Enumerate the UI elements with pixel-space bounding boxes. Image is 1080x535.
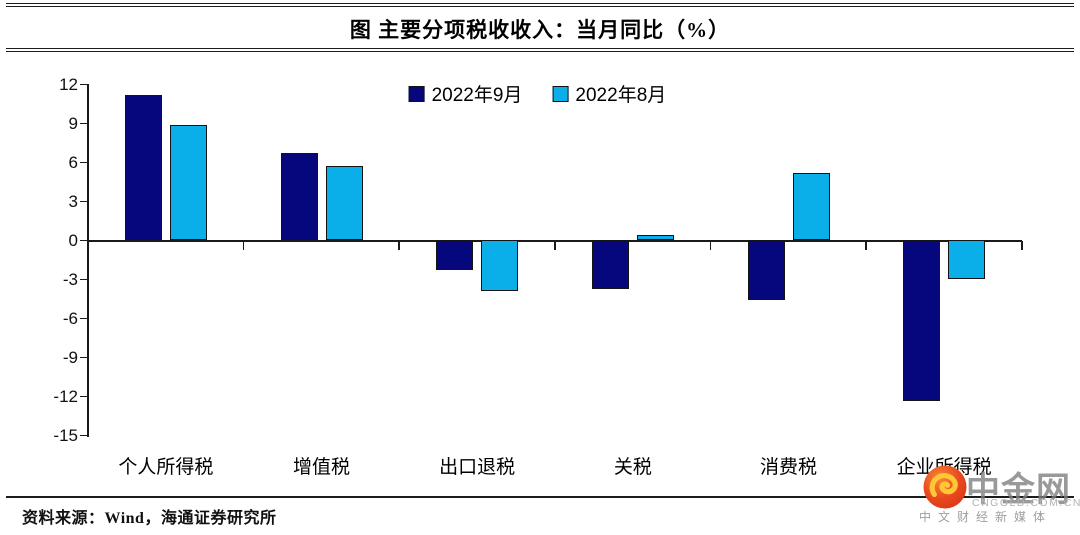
- bar-2022年9月-个人所得税: [124, 94, 162, 241]
- legend-label-august: 2022年8月: [575, 85, 667, 106]
- y-axis-tick: [80, 356, 87, 359]
- x-axis-category-label: 出口退税: [439, 457, 516, 478]
- chart-legend: 2022年9月 2022年8月: [408, 80, 666, 107]
- chart-title: 图 主要分项税收收入：当月同比（%）: [349, 18, 731, 42]
- bar-2022年8月-企业所得税: [948, 240, 986, 279]
- watermark-tagline: 中 文 财 经 新 媒 体: [919, 510, 1048, 524]
- y-axis-tick-label: -15: [53, 426, 78, 445]
- y-axis-tick: [80, 434, 87, 437]
- x-axis-tick: [398, 241, 401, 250]
- footer-rule: [6, 496, 1074, 498]
- bar-2022年9月-出口退税: [436, 240, 474, 270]
- y-axis-tick: [80, 122, 87, 125]
- top-rule: [6, 3, 1074, 7]
- bar-2022年8月-消费税: [792, 172, 830, 241]
- y-axis-tick-label: 3: [68, 192, 78, 211]
- source-note: 资料来源：Wind，海通证券研究所: [22, 510, 277, 527]
- y-axis-line: [86, 84, 89, 437]
- bar-2022年8月-增值税: [325, 166, 363, 241]
- bar-2022年8月-个人所得税: [169, 124, 207, 241]
- x-axis-tick: [709, 241, 712, 250]
- legend-swatch-september: [408, 85, 425, 102]
- y-axis-tick-label: 0: [68, 231, 78, 250]
- y-axis-tick: [80, 239, 87, 242]
- y-axis-tick-label: 12: [59, 75, 78, 94]
- bar-2022年9月-消费税: [747, 240, 785, 300]
- title-rule: [6, 48, 1074, 52]
- cngold-cloud-logo-icon: [923, 465, 967, 509]
- x-axis-tick: [554, 241, 556, 250]
- y-axis-tick: [80, 200, 87, 203]
- x-axis-category-label: 关税: [613, 457, 652, 478]
- legend-swatch-august: [552, 85, 569, 102]
- y-axis-tick-label: -9: [62, 348, 78, 367]
- x-axis-category-label: 消费税: [759, 457, 817, 478]
- y-axis-tick-label: -12: [53, 387, 78, 406]
- y-axis-tick: [80, 161, 87, 164]
- y-axis-tick-label: 6: [68, 153, 78, 172]
- watermark-domain: CNGOLD.COM.CN: [972, 497, 1080, 509]
- y-axis-tick-label: -6: [62, 309, 78, 328]
- bar-2022年8月-出口退税: [481, 240, 519, 291]
- y-axis-tick-label: 9: [68, 114, 78, 133]
- x-axis-tick: [865, 241, 868, 250]
- legend-label-september: 2022年9月: [431, 85, 523, 106]
- x-axis-category-label: 增值税: [292, 457, 350, 478]
- y-axis-tick: [80, 395, 87, 398]
- legend-item-september: 2022年9月: [408, 80, 523, 107]
- bar-2022年9月-企业所得税: [903, 240, 941, 402]
- bar-2022年9月-增值税: [280, 153, 318, 241]
- x-axis-line: [87, 239, 1022, 242]
- x-axis-tick: [242, 241, 245, 250]
- y-axis-tick-label: -3: [62, 270, 78, 289]
- y-axis-tick: [80, 278, 87, 281]
- bar-2022年9月-关税: [591, 240, 629, 290]
- y-axis-tick: [80, 83, 87, 86]
- bar-2022年8月-关税: [636, 235, 674, 241]
- watermark-brand: 中金网: [966, 472, 1071, 509]
- legend-item-august: 2022年8月: [552, 80, 666, 107]
- y-axis-tick: [80, 317, 87, 320]
- x-axis-tick: [1021, 241, 1023, 250]
- x-axis-category-label: 个人所得税: [118, 457, 214, 478]
